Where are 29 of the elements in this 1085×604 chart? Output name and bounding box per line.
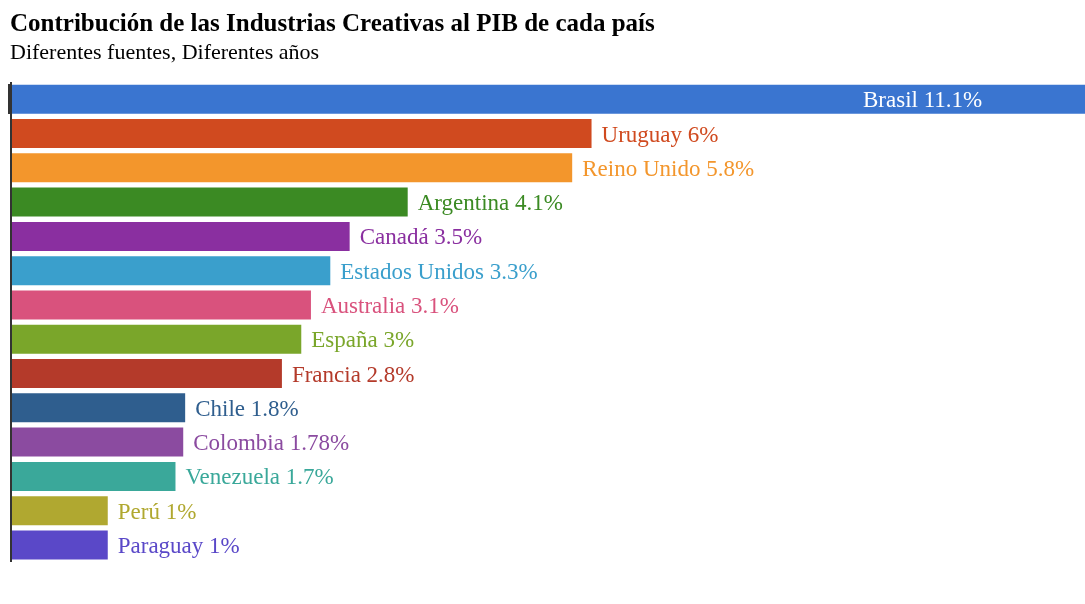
data-label: Uruguay 6% bbox=[601, 121, 719, 147]
bar bbox=[11, 530, 108, 560]
data-label: Canadá 3.5% bbox=[359, 224, 483, 250]
bar bbox=[11, 187, 408, 217]
data-label: Argentina 4.1% bbox=[417, 190, 563, 216]
data-label: Colombia 1.78% bbox=[193, 430, 350, 456]
data-label: Venezuela 1.7% bbox=[185, 464, 334, 490]
chart-subtitle: Diferentes fuentes, Diferentes años bbox=[10, 38, 321, 66]
data-label: Estados Unidos 3.3% bbox=[340, 258, 538, 284]
bar bbox=[11, 256, 331, 286]
data-label: Paraguay 1% bbox=[117, 533, 240, 559]
data-label: Chile 1.8% bbox=[195, 395, 299, 421]
data-label: Australia 3.1% bbox=[320, 293, 459, 319]
bar bbox=[11, 221, 350, 251]
bar bbox=[11, 427, 184, 457]
chart-title: Contribución de las Industrias Creativas al PIB de cada país bbox=[10, 8, 656, 38]
data-label: Reino Unido 5.8% bbox=[582, 155, 755, 181]
data-label: Brasil 11.1% bbox=[863, 87, 983, 113]
bar bbox=[11, 461, 176, 491]
bar bbox=[11, 290, 311, 320]
bar bbox=[11, 153, 573, 183]
bar bbox=[11, 393, 186, 423]
bar bbox=[11, 359, 282, 389]
bar bbox=[11, 496, 108, 526]
bar bbox=[11, 324, 302, 354]
data-label: España 3% bbox=[311, 327, 415, 353]
data-label: Perú 1% bbox=[117, 498, 197, 524]
bar bbox=[11, 119, 592, 149]
data-label: Francia 2.8% bbox=[291, 361, 415, 387]
